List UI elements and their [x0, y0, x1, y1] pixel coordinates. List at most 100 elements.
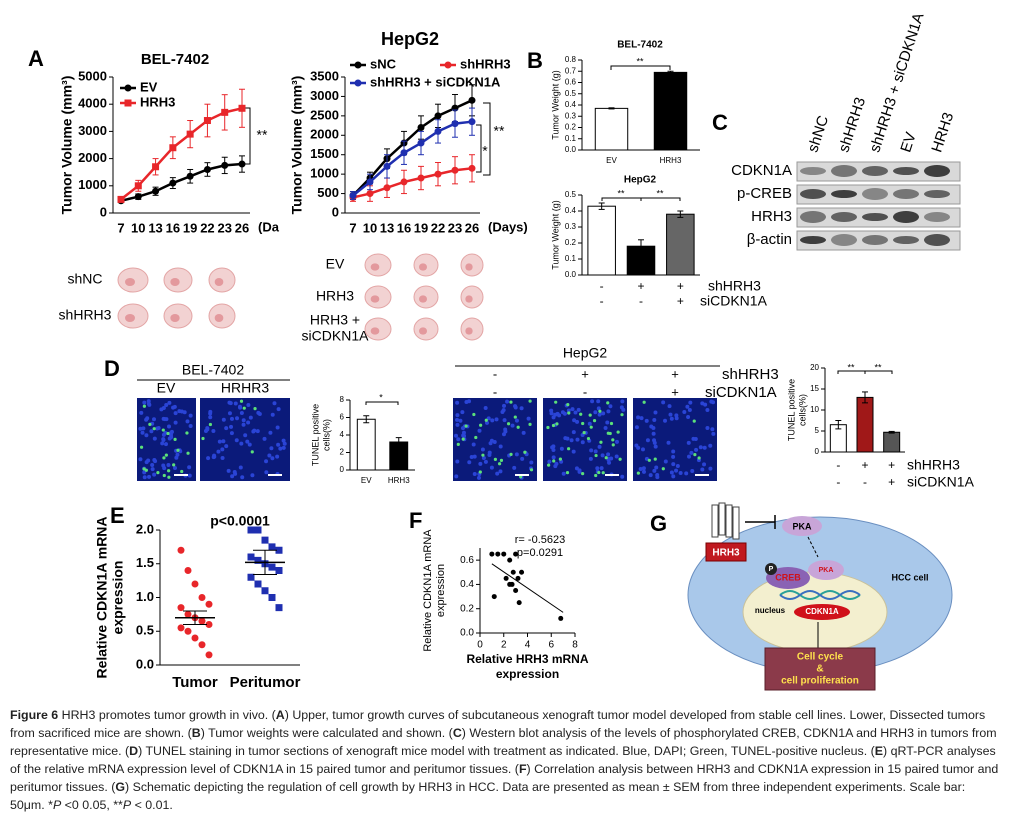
y-axis-label: Tumor Volume (mm³): [59, 76, 75, 215]
bar: [356, 418, 376, 471]
blot-band: [924, 234, 950, 246]
panel-letter: B: [527, 48, 543, 73]
nucleus-dot: [478, 461, 483, 466]
nucleus-dot: [641, 469, 646, 474]
condition-name: shHRH3: [722, 366, 779, 383]
significance-bracket: [601, 197, 642, 201]
nucleus-dot: [510, 423, 515, 428]
tunel-dot: [176, 448, 180, 452]
nucleus-dot: [142, 400, 147, 405]
nucleus-dot: [682, 409, 687, 414]
point: [184, 567, 192, 574]
point: [468, 118, 476, 126]
nucleus-dot: [671, 449, 676, 454]
caption-text: ) TUNEL staining in tumor sections of xe…: [138, 744, 875, 758]
tunel-dot: [172, 463, 176, 467]
point: [383, 184, 391, 192]
y-tick-label: 2500: [310, 107, 339, 122]
nucleus-dot: [495, 471, 500, 476]
nucleus-dot: [239, 441, 244, 446]
point: [268, 594, 276, 601]
point: [205, 600, 213, 608]
y-axis-label: TUNEL positive: [786, 379, 796, 441]
point: [468, 96, 476, 104]
nucleus-dot: [476, 475, 481, 480]
nucleus-dot: [471, 442, 476, 447]
point: [169, 144, 177, 152]
annotation: **: [636, 56, 644, 66]
nucleus-dot: [226, 468, 231, 473]
nucleus-dot: [686, 414, 691, 419]
nucleus-dot: [152, 436, 157, 441]
tunel-dot: [461, 437, 465, 441]
annotation: r= -0.5623: [515, 534, 565, 546]
nucleus-dot: [700, 401, 705, 406]
condition-name: shHRH3: [708, 278, 761, 294]
figure-panels: PKA HRH3 P CREB PKA nucleus CDKN1A HCC c…: [28, 11, 975, 691]
nucleus-dot: [173, 411, 178, 416]
nucleus-dot: [270, 456, 275, 461]
micrograph: [200, 398, 290, 481]
y-tick-label: 1.0: [136, 589, 154, 604]
point: [275, 546, 283, 554]
point: [468, 164, 476, 172]
nucleus-dot: [614, 439, 619, 444]
nucleus-dot: [458, 418, 463, 423]
tunel-dot: [582, 430, 586, 435]
nucleus-dot: [669, 416, 674, 421]
chart-title: BEL-7402: [141, 51, 209, 68]
tunel-dot: [506, 422, 511, 426]
nucleus-dot: [179, 409, 184, 414]
nucleus-dot: [606, 452, 611, 457]
nucleus-dot: [138, 457, 143, 462]
y-axis-label: TUNEL positive: [310, 404, 320, 466]
legend-label: HRH3: [140, 94, 175, 109]
nucleus-dot: [155, 426, 160, 431]
y-tick-label: 0.5: [565, 190, 577, 199]
point: [191, 634, 199, 642]
tunel-dot: [611, 443, 615, 447]
legend-label: sNC: [370, 56, 397, 71]
point: [417, 174, 425, 182]
nucleus-dot: [175, 452, 180, 457]
caption-text: B: [191, 726, 201, 740]
tunel-dot: [606, 401, 610, 405]
nucleus-dot: [486, 416, 491, 421]
caption-text: G: [115, 780, 125, 794]
tunel-dot: [647, 458, 651, 462]
tunel-dot: [464, 424, 468, 428]
tunel-dot: [594, 473, 598, 478]
y-tick-label: 4: [340, 430, 345, 439]
lane-label: EV: [897, 130, 919, 154]
tunel-dot: [598, 409, 602, 413]
blot-band: [831, 234, 857, 246]
y-tick-label: 0.3: [565, 111, 577, 120]
phospho: [765, 563, 777, 575]
nucleus-dot: [640, 447, 645, 452]
nucleus-dot: [711, 400, 716, 405]
nucleus-dot: [563, 436, 568, 441]
nucleus-dot: [276, 442, 281, 447]
nucleus-dot: [503, 429, 508, 434]
point: [238, 160, 246, 168]
nucleus-dot: [505, 399, 510, 404]
caption-text: ) Western blot analysis of the levels of…: [10, 726, 997, 758]
row-label: β-actin: [747, 231, 792, 248]
pka-shape: [782, 516, 822, 536]
nucleus-dot: [147, 474, 152, 479]
nucleus-dot: [572, 418, 577, 423]
x-tick-label: 10: [363, 220, 377, 235]
tunel-dot: [552, 459, 556, 463]
blot-band: [831, 165, 857, 177]
point: [247, 573, 255, 581]
nucleus-dot: [221, 417, 226, 422]
caption-text: ) Tumor weights were calculated and show…: [200, 726, 453, 740]
y-tick-label: 20: [810, 363, 819, 372]
y-tick-label: 0.2: [460, 603, 474, 614]
nucleus-dot: [559, 459, 564, 464]
x-axis-label: Relative HRH3 mRNA: [466, 652, 588, 666]
y-tick-label: 3000: [310, 88, 339, 103]
nucleus-dot: [234, 438, 239, 443]
tunel-dot: [201, 436, 205, 441]
x-axis-label: (Days): [488, 219, 528, 234]
